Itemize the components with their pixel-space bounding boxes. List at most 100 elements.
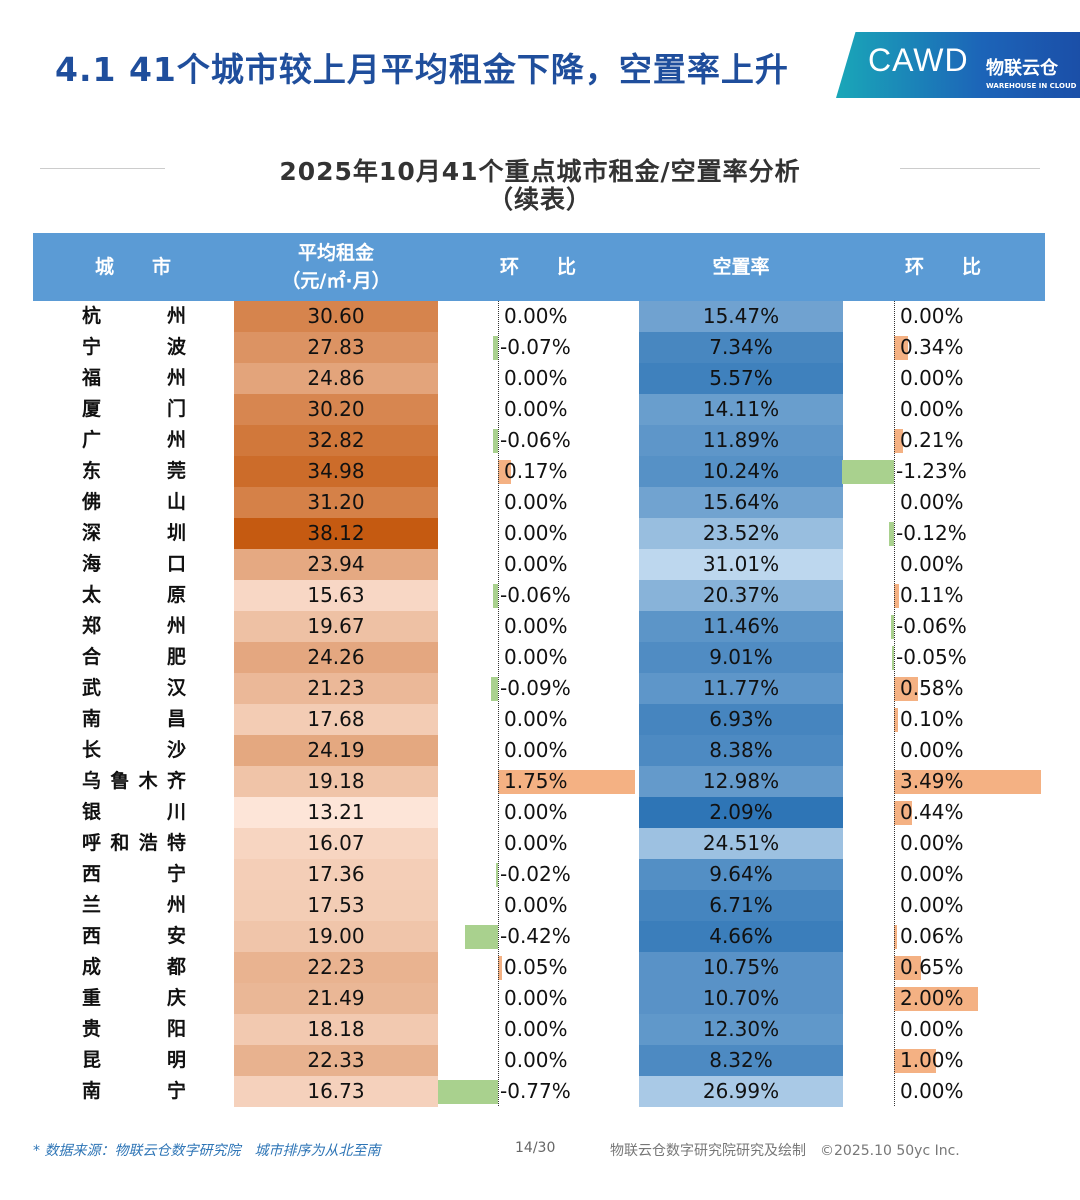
rent-value: 30.20 [234,394,438,425]
table-row: 南 宁 16.73 26.99% -0.77% 0.00% [0,1076,1080,1107]
city-name: 杭 州 [82,305,186,327]
rent-value: 13.21 [234,797,438,828]
vacancy-mom-bar [894,801,913,825]
vacancy-mom-bar [894,1049,936,1073]
rent-mom-bar [493,429,498,453]
vacancy-mom-label: 0.00% [900,304,964,328]
col-city: 城 市 [94,256,171,278]
rent-mom-bar [498,770,635,794]
table-row: 成 都 22.23 10.75% 0.05% 0.65% [0,952,1080,983]
vacancy-mom-label: 0.00% [900,490,964,514]
table-row: 银 川 13.21 2.09% 0.00% 0.44% [0,797,1080,828]
vacancy-value: 10.75% [639,952,843,983]
vacancy-mom-label: -0.06% [896,614,967,638]
vacancy-mom-bar [894,987,978,1011]
vacancy-mom-bar [894,925,897,949]
vacancy-value: 5.57% [639,363,843,394]
city-name: 西 安 [82,925,186,947]
rent-value: 18.18 [234,1014,438,1045]
city-name: 海 口 [82,553,186,575]
vacancy-mom-axis [894,301,895,1106]
rent-mom-label: -0.06% [500,583,571,607]
city-name: 武 汉 [82,677,186,699]
rent-mom-label: 0.00% [504,707,568,731]
vacancy-mom-label: 0.00% [900,552,964,576]
vacancy-mom-bar [842,460,894,484]
logo-cawd: CAWD [868,42,969,78]
table-row: 长 沙 24.19 8.38% 0.00% 0.00% [0,735,1080,766]
table-row: 重 庆 21.49 10.70% 0.00% 2.00% [0,983,1080,1014]
rent-value: 27.83 [234,332,438,363]
rent-value: 17.68 [234,704,438,735]
city-name: 广 州 [82,429,186,451]
page-title: 4.1 41个城市较上月平均租金下降，空置率上升 [55,50,789,89]
rent-value: 19.00 [234,921,438,952]
city-name: 厦 门 [82,398,186,420]
rent-mom-label: -0.42% [500,924,571,948]
rent-value: 22.33 [234,1045,438,1076]
rent-value: 31.20 [234,487,438,518]
vacancy-mom-label: 0.00% [900,1017,964,1041]
vacancy-mom-label: -1.23% [896,459,967,483]
rent-value: 23.94 [234,549,438,580]
vacancy-mom-label: 0.34% [900,335,964,359]
rent-value: 30.60 [234,301,438,332]
rent-mom-axis [498,301,499,1106]
rent-mom-bar [498,460,512,484]
table-row: 昆 明 22.33 8.32% 0.00% 1.00% [0,1045,1080,1076]
vacancy-mom-label: 0.11% [900,583,964,607]
rent-value: 24.86 [234,363,438,394]
table-row: 南 昌 17.68 6.93% 0.00% 0.10% [0,704,1080,735]
rent-mom-label: 0.00% [504,986,568,1010]
vacancy-value: 12.98% [639,766,843,797]
city-name: 长 沙 [82,739,186,761]
table-row: 乌鲁木齐 19.18 12.98% 1.75% 3.49% [0,766,1080,797]
rent-value: 22.23 [234,952,438,983]
vacancy-value: 14.11% [639,394,843,425]
rent-value: 38.12 [234,518,438,549]
rent-mom-bar [465,925,498,949]
table-row: 郑 州 19.67 11.46% 0.00% -0.06% [0,611,1080,642]
vacancy-value: 15.64% [639,487,843,518]
rent-mom-label: 0.00% [504,738,568,762]
vacancy-value: 10.70% [639,983,843,1014]
vacancy-value: 11.77% [639,673,843,704]
vacancy-mom-bar [894,956,922,980]
vacancy-mom-bar [891,646,894,670]
city-name: 呼和浩特 [82,832,186,854]
rent-value: 24.19 [234,735,438,766]
rent-mom-bar [493,584,498,608]
vacancy-mom-label: 0.10% [900,707,964,731]
col-vacancy-mom: 环 比 [904,256,981,278]
rent-mom-bar [498,956,502,980]
vacancy-mom-label: 0.58% [900,676,964,700]
vacancy-mom-label: 0.00% [900,862,964,886]
vacancy-value: 6.71% [639,890,843,921]
vacancy-mom-bar [894,677,919,701]
table-row: 佛 山 31.20 15.64% 0.00% 0.00% [0,487,1080,518]
rent-mom-label: -0.77% [500,1079,571,1103]
rent-mom-label: -0.07% [500,335,571,359]
vacancy-value: 2.09% [639,797,843,828]
vacancy-mom-bar [888,522,894,546]
divider [40,168,165,169]
rent-mom-label: 0.17% [504,459,568,483]
vacancy-mom-bar [891,615,894,639]
city-name: 郑 州 [82,615,186,637]
vacancy-value: 9.64% [639,859,843,890]
vacancy-mom-label: 0.21% [900,428,964,452]
table-header: 城 市 平均租金 （元/㎡·月） 环 比 空置率 环 比 [33,233,1045,301]
table-row: 东 莞 34.98 10.24% 0.17% -1.23% [0,456,1080,487]
logo-wic-en: WAREHOUSE IN CLOUD [986,82,1077,90]
rent-mom-label: 0.00% [504,800,568,824]
rent-mom-bar [490,677,498,701]
rent-value: 19.67 [234,611,438,642]
page-number: 14/30 [515,1140,556,1156]
rent-mom-label: 0.00% [504,1017,568,1041]
vacancy-value: 8.38% [639,735,843,766]
vacancy-value: 4.66% [639,921,843,952]
vacancy-value: 10.24% [639,456,843,487]
vacancy-mom-label: 0.65% [900,955,964,979]
city-name: 太 原 [82,584,186,606]
vacancy-value: 8.32% [639,1045,843,1076]
